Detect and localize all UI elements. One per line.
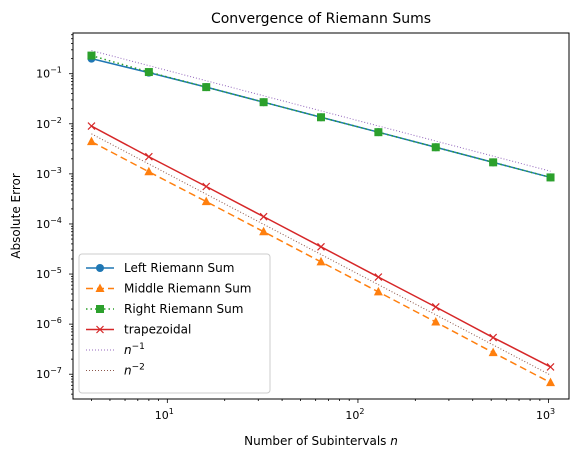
legend-label: Right Riemann Sum <box>124 302 243 316</box>
x-tick-label: 101 <box>155 407 174 422</box>
data-point <box>87 51 96 60</box>
plot-area <box>86 50 556 387</box>
marker-stroke <box>87 122 96 131</box>
marker-stroke <box>546 362 555 371</box>
marker-stroke <box>317 242 325 251</box>
legend-label: n−1 <box>124 342 145 357</box>
y-tick-label: 10−4 <box>36 216 62 231</box>
data-point <box>546 173 555 182</box>
data-point <box>317 113 325 122</box>
y-tick-label: 10−3 <box>36 166 62 181</box>
legend-label: Middle Riemann Sum <box>124 282 252 296</box>
data-point <box>546 377 556 387</box>
y-tick-label: 10−1 <box>36 66 62 81</box>
data-point <box>96 264 104 272</box>
y-tick-label: 10−6 <box>36 316 62 331</box>
data-point <box>317 242 325 251</box>
data-point <box>259 226 269 236</box>
y-axis-label: Absolute Error <box>9 173 23 259</box>
data-point <box>86 136 96 146</box>
y-tick-label: 10−5 <box>36 266 62 281</box>
reference-line <box>91 133 551 376</box>
data-point <box>144 152 153 161</box>
data-point <box>96 305 104 313</box>
legend-label: n−2 <box>124 363 145 378</box>
legend-box <box>78 253 271 394</box>
data-point <box>316 256 326 266</box>
data-point <box>259 98 268 107</box>
data-point <box>489 333 498 342</box>
marker-stroke <box>374 273 383 282</box>
data-point <box>431 303 440 311</box>
plot-frame <box>72 32 570 400</box>
data-point <box>374 128 383 137</box>
data-point <box>373 286 383 296</box>
marker-stroke <box>144 152 153 161</box>
data-point <box>431 317 441 326</box>
marker-stroke <box>489 333 498 342</box>
data-point <box>546 362 555 371</box>
x-tick-label: 103 <box>536 407 555 422</box>
data-point <box>201 196 211 206</box>
x-axis-label: Number of Subintervals n <box>244 434 398 448</box>
y-tick-label: 10−2 <box>36 116 62 131</box>
marker-stroke <box>202 182 211 191</box>
data-point <box>202 182 211 191</box>
data-point <box>144 166 154 176</box>
marker-stroke <box>431 303 440 311</box>
x-tick-label: 102 <box>345 407 364 422</box>
data-point <box>259 212 268 221</box>
marker-stroke <box>259 212 268 221</box>
legend-label: trapezoidal <box>124 323 191 337</box>
data-point <box>431 143 440 152</box>
data-point <box>488 347 498 357</box>
legend-label: Left Riemann Sum <box>124 261 234 275</box>
data-point <box>95 283 105 292</box>
axis-ticks: 101 102 103 10−7 10−6 10−5 10−4 10−3 10−2 10−1 <box>36 34 555 422</box>
reference-line <box>91 50 551 172</box>
marker-stroke <box>96 325 104 334</box>
data-point <box>374 273 383 282</box>
data-point <box>489 158 498 167</box>
data-point <box>144 68 153 77</box>
data-point <box>202 83 211 92</box>
chart-title: Convergence of Riemann Sums <box>211 11 431 27</box>
legend: Left Riemann Sum Middle Riemann Sum Right … <box>78 253 271 394</box>
data-point <box>87 122 96 131</box>
data-point <box>96 325 104 334</box>
y-tick-label: 10−7 <box>36 366 62 381</box>
